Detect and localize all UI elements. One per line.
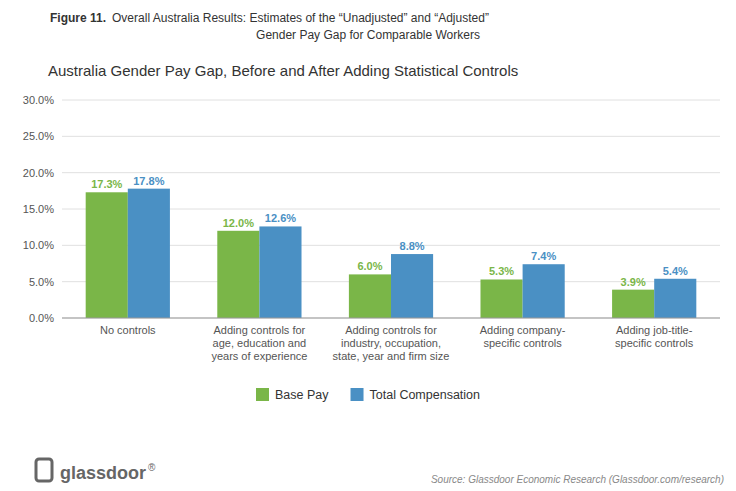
y-tick-label: 0.0% bbox=[29, 312, 54, 324]
x-tick-label: Adding controls forage, education andyea… bbox=[211, 324, 307, 362]
y-tick-label: 30.0% bbox=[23, 94, 54, 106]
data-label: 3.9% bbox=[621, 276, 646, 288]
bar bbox=[391, 254, 433, 318]
bar bbox=[217, 231, 259, 318]
chart: Figure 11. Overall Australia Results: Est… bbox=[0, 0, 736, 491]
x-tick-label: No controls bbox=[100, 324, 156, 336]
x-tick-label-line: age, education and bbox=[213, 337, 307, 349]
bar bbox=[523, 264, 565, 318]
x-tick-label-line: Adding controls for bbox=[214, 324, 306, 336]
bar bbox=[259, 226, 301, 318]
grid-line bbox=[62, 136, 720, 137]
x-axis: No controlsAdding controls forage, educa… bbox=[62, 318, 720, 362]
bar bbox=[480, 279, 522, 318]
x-tick-label-line: Adding controls for bbox=[345, 324, 437, 336]
data-label: 8.8% bbox=[400, 240, 425, 252]
subtitle: Gender Pay Gap for Comparable Workers bbox=[256, 28, 480, 42]
x-tick-label: Adding controls forindustry, occupation,… bbox=[333, 324, 450, 362]
data-labels: 17.3% 12.0% 6.0% 5.3% 3.9% 17.8% 12.6% 8.8% 7.4%… bbox=[91, 175, 688, 288]
bars bbox=[86, 189, 697, 318]
subtitle: Overall Australia Results: Estimates of … bbox=[112, 11, 489, 25]
x-tick-label-line: Adding company- bbox=[480, 324, 566, 336]
data-label: 12.6% bbox=[265, 212, 296, 224]
y-tick-label: 20.0% bbox=[23, 167, 54, 179]
grid-line bbox=[62, 318, 720, 319]
bar bbox=[128, 189, 170, 318]
legend-label: Total Compensation bbox=[370, 388, 481, 402]
legend: Base Pay Total Compensation bbox=[256, 388, 480, 402]
data-label: 7.4% bbox=[531, 250, 556, 262]
bar bbox=[612, 290, 654, 318]
chart-title: Australia Gender Pay Gap, Before and Aft… bbox=[48, 62, 518, 79]
grid-line bbox=[62, 100, 720, 101]
x-tick-label-line: specific controls bbox=[615, 337, 694, 349]
logo-registered: ® bbox=[148, 462, 156, 473]
x-tick-label-line: state, year and firm size bbox=[333, 350, 450, 362]
data-label: 5.3% bbox=[489, 265, 514, 277]
bar bbox=[654, 279, 696, 318]
y-tick-label: 5.0% bbox=[29, 276, 54, 288]
x-tick-label-line: years of experience bbox=[211, 350, 307, 362]
x-tick-label-line: No controls bbox=[100, 324, 156, 336]
logo-icon bbox=[36, 459, 52, 481]
data-label: 17.3% bbox=[91, 178, 122, 190]
bar bbox=[86, 192, 128, 318]
source-note: Source: Glassdoor Economic Research (Gla… bbox=[431, 474, 724, 485]
x-tick-label-line: industry, occupation, bbox=[341, 337, 441, 349]
legend-label: Base Pay bbox=[275, 388, 329, 402]
y-tick-label: 25.0% bbox=[23, 130, 54, 142]
x-tick-label-line: Adding job-title- bbox=[616, 324, 693, 336]
legend-swatch bbox=[351, 388, 364, 401]
x-axis-line bbox=[62, 318, 720, 319]
bar bbox=[349, 274, 391, 318]
grid-line bbox=[62, 172, 720, 173]
data-label: 5.4% bbox=[663, 265, 688, 277]
y-tick-label: 15.0% bbox=[23, 203, 54, 215]
data-label: 6.0% bbox=[357, 260, 382, 272]
x-tick-label-line: specific controls bbox=[483, 337, 562, 349]
logo-text: glassdoor bbox=[60, 463, 146, 483]
x-tick-label: Adding company-specific controls bbox=[480, 324, 566, 349]
data-label: 12.0% bbox=[223, 217, 254, 229]
figure-label: Figure 11. bbox=[50, 11, 106, 25]
data-label: 17.8% bbox=[133, 175, 164, 187]
x-tick-label: Adding job-title-specific controls bbox=[615, 324, 694, 349]
y-tick-label: 10.0% bbox=[23, 239, 54, 251]
legend-swatch bbox=[256, 388, 269, 401]
y-axis: 0.0% 5.0% 10.0% 15.0% 20.0% 25.0% 30.0% bbox=[23, 94, 720, 324]
